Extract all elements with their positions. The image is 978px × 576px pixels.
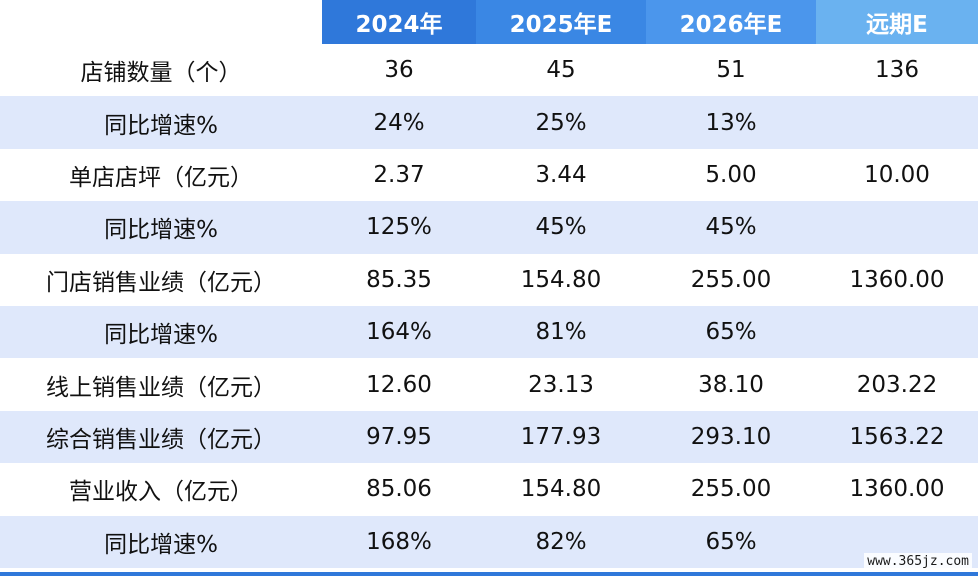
table-row: 门店销售业绩（亿元） 85.35 154.80 255.00 1360.00 bbox=[0, 253, 978, 306]
cell-2026e: 255.00 bbox=[646, 463, 816, 516]
cell-2025e: 3.44 bbox=[476, 148, 646, 202]
table-row: 综合销售业绩（亿元） 97.95 177.93 293.10 1563.22 bbox=[0, 410, 978, 464]
header-blank bbox=[0, 0, 322, 44]
cell-2024: 36 bbox=[322, 44, 476, 97]
row-label: 店铺数量（个） bbox=[0, 44, 322, 97]
cell-2026e: 38.10 bbox=[646, 358, 816, 411]
bottom-accent-bar bbox=[0, 572, 978, 576]
cell-2026e: 65% bbox=[646, 515, 816, 568]
header-long-term: 远期E bbox=[816, 0, 978, 44]
cell-long-term: 1360.00 bbox=[816, 253, 978, 306]
cell-2024: 24% bbox=[322, 96, 476, 149]
table-row: 店铺数量（个） 36 45 51 136 bbox=[0, 44, 978, 97]
row-label: 同比增速% bbox=[0, 515, 322, 568]
row-label: 营业收入（亿元） bbox=[0, 463, 322, 516]
cell-2026e: 51 bbox=[646, 44, 816, 97]
cell-2024: 164% bbox=[322, 305, 476, 359]
header-2025e: 2025年E bbox=[476, 0, 646, 44]
cell-2026e: 13% bbox=[646, 96, 816, 149]
cell-2026e: 65% bbox=[646, 305, 816, 359]
cell-2024: 168% bbox=[322, 515, 476, 568]
cell-2024: 85.35 bbox=[322, 253, 476, 306]
row-label: 同比增速% bbox=[0, 201, 322, 254]
cell-long-term: 10.00 bbox=[816, 148, 978, 202]
table-row: 单店店坪（亿元） 2.37 3.44 5.00 10.00 bbox=[0, 148, 978, 202]
table-row: 同比增速% 125% 45% 45% bbox=[0, 201, 978, 254]
row-label: 同比增速% bbox=[0, 96, 322, 149]
cell-long-term bbox=[816, 201, 978, 254]
cell-2025e: 45% bbox=[476, 201, 646, 254]
cell-long-term: 1360.00 bbox=[816, 463, 978, 516]
cell-2025e: 177.93 bbox=[476, 410, 646, 464]
cell-2025e: 81% bbox=[476, 305, 646, 359]
cell-long-term bbox=[816, 305, 978, 359]
cell-2024: 125% bbox=[322, 201, 476, 254]
header-2024: 2024年 bbox=[322, 0, 476, 44]
cell-2025e: 25% bbox=[476, 96, 646, 149]
cell-long-term: 136 bbox=[816, 44, 978, 97]
table-row: 同比增速% 164% 81% 65% bbox=[0, 305, 978, 359]
watermark: www.365jz.com bbox=[864, 553, 972, 570]
cell-2025e: 82% bbox=[476, 515, 646, 568]
header-row: 2024年 2025年E 2026年E 远期E bbox=[0, 0, 978, 44]
row-label: 门店销售业绩（亿元） bbox=[0, 253, 322, 306]
row-label: 综合销售业绩（亿元） bbox=[0, 410, 322, 464]
cell-2024: 97.95 bbox=[322, 410, 476, 464]
cell-2026e: 255.00 bbox=[646, 253, 816, 306]
cell-2025e: 45 bbox=[476, 44, 646, 97]
table-row: 同比增速% 24% 25% 13% bbox=[0, 96, 978, 149]
header-2026e: 2026年E bbox=[646, 0, 816, 44]
cell-2025e: 23.13 bbox=[476, 358, 646, 411]
table-row: 营业收入（亿元） 85.06 154.80 255.00 1360.00 bbox=[0, 463, 978, 516]
cell-long-term: 203.22 bbox=[816, 358, 978, 411]
cell-2026e: 45% bbox=[646, 201, 816, 254]
table-row: 同比增速% 168% 82% 65% bbox=[0, 515, 978, 568]
table-row: 线上销售业绩（亿元） 12.60 23.13 38.10 203.22 bbox=[0, 358, 978, 411]
cell-2025e: 154.80 bbox=[476, 463, 646, 516]
cell-2024: 12.60 bbox=[322, 358, 476, 411]
cell-long-term bbox=[816, 96, 978, 149]
row-label: 单店店坪（亿元） bbox=[0, 148, 322, 202]
cell-2024: 2.37 bbox=[322, 148, 476, 202]
cell-2025e: 154.80 bbox=[476, 253, 646, 306]
cell-2026e: 5.00 bbox=[646, 148, 816, 202]
row-label: 线上销售业绩（亿元） bbox=[0, 358, 322, 411]
cell-2026e: 293.10 bbox=[646, 410, 816, 464]
row-label: 同比增速% bbox=[0, 305, 322, 359]
cell-long-term: 1563.22 bbox=[816, 410, 978, 464]
cell-2024: 85.06 bbox=[322, 463, 476, 516]
